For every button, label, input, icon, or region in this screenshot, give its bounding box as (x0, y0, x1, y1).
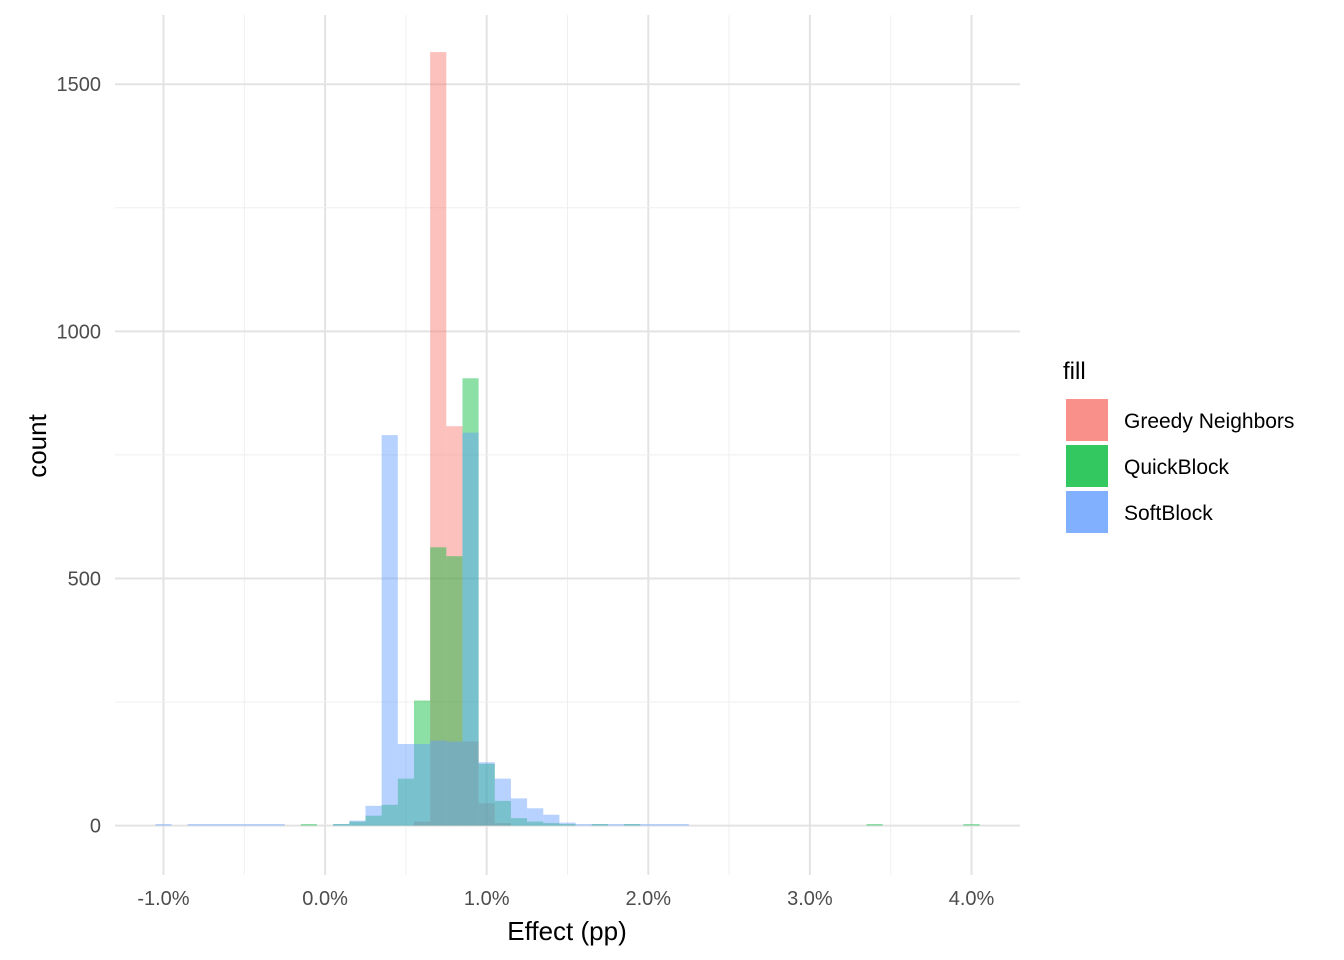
histogram-bar (559, 822, 576, 826)
histogram-bar (963, 824, 980, 826)
histogram-bar (187, 824, 204, 826)
legend: fill Greedy Neighbors QuickBlock SoftBlock (1063, 358, 1294, 533)
histogram-bar (543, 823, 560, 826)
histogram-bar (365, 815, 382, 826)
histogram-bars (155, 52, 980, 826)
histogram-bar (527, 821, 544, 826)
x-tick-label: 2.0% (626, 888, 672, 910)
histogram-bar (462, 378, 479, 826)
legend-label: Greedy Neighbors (1124, 410, 1294, 433)
histogram-bar (413, 744, 431, 826)
y-tick-label: 1000 (57, 321, 102, 343)
x-tick-label: -1.0% (137, 888, 189, 910)
legend-swatch (1066, 445, 1108, 487)
histogram-bar (607, 824, 625, 826)
histogram-bar (300, 824, 318, 826)
histogram-bar (333, 824, 350, 826)
y-tick-label: 500 (68, 568, 101, 590)
histogram-bar (591, 824, 608, 826)
histogram-bar (494, 778, 511, 826)
x-tick-label: 0.0% (302, 888, 348, 910)
legend-swatch (1066, 399, 1108, 441)
histogram-bar (575, 824, 592, 826)
histogram-bar (478, 762, 495, 826)
histogram-bar (624, 824, 641, 826)
histogram-bar (478, 803, 495, 826)
histogram-bar (559, 824, 576, 826)
histogram-bar (624, 824, 641, 826)
legend-items: Greedy Neighbors QuickBlock SoftBlock (1066, 399, 1294, 533)
histogram-bar (381, 435, 398, 826)
histogram-bar (446, 741, 463, 826)
series-quickblock (300, 378, 980, 826)
histogram-bar (656, 824, 673, 826)
x-axis-title: Effect (pp) (507, 916, 626, 946)
histogram-bar (236, 824, 253, 826)
histogram-bar (430, 52, 447, 826)
grid-lines (115, 15, 1020, 875)
histogram-bar (462, 432, 479, 826)
histogram-bar (672, 824, 689, 826)
histogram-bar (413, 700, 431, 826)
x-tick-label: 3.0% (787, 888, 833, 910)
histogram-bar (155, 824, 172, 826)
histogram-bar (446, 426, 463, 826)
y-axis-ticks: 0 500 1000 1500 (57, 74, 102, 837)
legend-label: SoftBlock (1124, 502, 1213, 525)
histogram-bar (494, 823, 511, 826)
y-axis-title: count (22, 413, 52, 477)
histogram-bar (268, 824, 285, 826)
histogram-bar (430, 740, 447, 826)
x-tick-label: 4.0% (949, 888, 995, 910)
histogram-bar (349, 820, 366, 826)
histogram-bar (365, 805, 382, 826)
legend-swatch (1066, 491, 1108, 533)
x-axis-ticks: -1.0% 0.0% 1.0% 2.0% 3.0% 4.0% (137, 888, 994, 910)
series-greedy-neighbors (413, 52, 511, 826)
histogram-bar (446, 556, 463, 826)
y-tick-label: 0 (90, 816, 101, 838)
histogram-bar (430, 547, 447, 826)
histogram-bar (203, 824, 221, 826)
histogram-bar (527, 808, 544, 826)
histogram-bar (397, 778, 414, 826)
legend-label: QuickBlock (1124, 456, 1230, 479)
histogram-bar (397, 744, 414, 826)
histogram-bar (413, 821, 431, 826)
histogram-bar (333, 824, 350, 826)
histogram-bar (543, 814, 560, 826)
histogram-bar (640, 824, 657, 826)
y-tick-label: 1500 (57, 74, 102, 96)
histogram-bar (220, 824, 237, 826)
histogram-bar (349, 821, 366, 826)
histogram-bar (866, 824, 883, 826)
series-softblock (155, 432, 689, 826)
histogram-bar (381, 804, 398, 826)
x-tick-label: 1.0% (464, 888, 510, 910)
histogram-bar (462, 741, 479, 826)
legend-title: fill (1063, 358, 1086, 385)
histogram-bar (510, 818, 528, 826)
histogram-bar (478, 763, 495, 826)
histogram-bar (510, 798, 528, 826)
histogram-bar (252, 824, 269, 826)
histogram-bar (494, 800, 511, 826)
histogram-bar (591, 824, 608, 826)
